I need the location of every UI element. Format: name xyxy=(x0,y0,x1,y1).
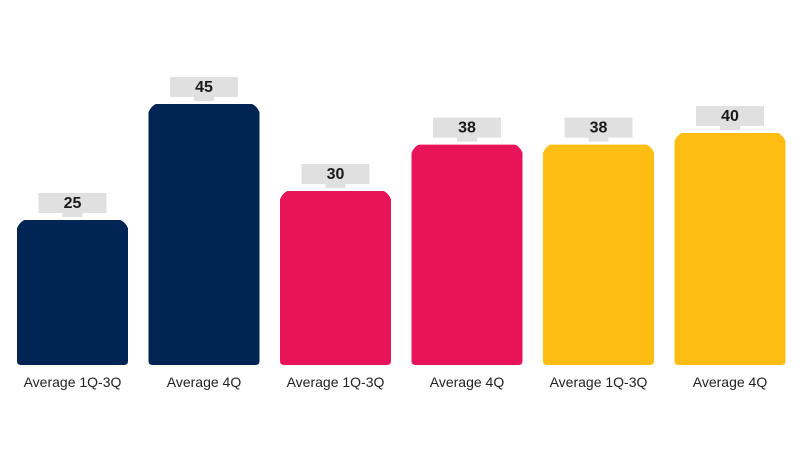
value-label-2: 45 xyxy=(195,79,213,96)
value-label-tab-1 xyxy=(62,213,83,217)
bar-notch-left-5 xyxy=(542,143,553,156)
value-label-box-5 xyxy=(564,117,633,138)
value-label-tab-5 xyxy=(588,137,609,142)
value-label-1: 25 xyxy=(64,195,82,212)
value-label-box-4 xyxy=(433,117,501,138)
category-label-1: Average 1Q-3Q xyxy=(24,374,122,390)
bar-notch-right-5 xyxy=(644,143,655,156)
value-label-box-2 xyxy=(170,77,238,97)
bar-6 xyxy=(674,133,786,365)
bar-notch-left-6 xyxy=(673,132,685,144)
category-label-6: Average 4Q xyxy=(693,374,768,390)
category-labels-group: Average 1Q-3Q Average 4Q Average 1Q-3Q Aver… xyxy=(24,374,768,390)
value-label-tab-2 xyxy=(194,97,214,101)
value-label-box-3 xyxy=(301,164,370,184)
bar-notch-left-2 xyxy=(147,103,159,115)
category-label-3: Average 1Q-3Q xyxy=(287,374,385,390)
category-label-4: Average 4Q xyxy=(430,374,505,390)
value-label-6: 40 xyxy=(721,108,739,125)
bar-notch-right-1 xyxy=(118,219,129,231)
value-label-3: 30 xyxy=(327,166,345,183)
value-label-tab-4 xyxy=(457,137,477,142)
bar-notch-left-4 xyxy=(410,143,422,156)
value-labels-group: 25 45 30 38 38 40 xyxy=(38,77,764,217)
bar-notch-right-2 xyxy=(249,103,261,115)
value-label-5: 38 xyxy=(590,120,608,137)
bar-5 xyxy=(543,144,654,365)
bar-notch-left-3 xyxy=(279,190,290,202)
value-label-4: 38 xyxy=(458,120,476,137)
bar-3 xyxy=(280,191,391,365)
value-label-box-1 xyxy=(38,193,107,213)
bar-notch-right-4 xyxy=(512,143,524,156)
category-label-2: Average 4Q xyxy=(167,374,242,390)
bars-group xyxy=(16,103,787,365)
bar-4 xyxy=(411,144,523,365)
bar-notch-right-6 xyxy=(775,132,787,144)
bar-notch-left-1 xyxy=(16,219,27,231)
value-label-tab-6 xyxy=(720,126,740,130)
value-label-box-6 xyxy=(696,106,764,126)
bar-notch-right-3 xyxy=(381,190,392,202)
bar-2 xyxy=(148,104,260,365)
bar-1 xyxy=(17,220,128,365)
category-label-5: Average 1Q-3Q xyxy=(550,374,648,390)
value-label-tab-3 xyxy=(325,184,346,188)
